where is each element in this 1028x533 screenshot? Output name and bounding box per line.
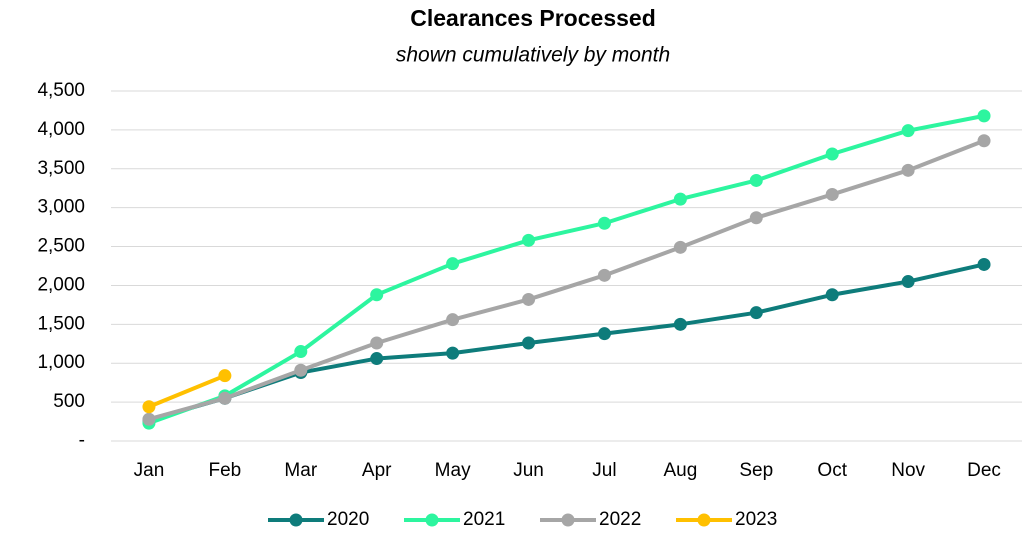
data-point: [370, 352, 384, 366]
y-tick-label: 2,000: [37, 274, 85, 295]
y-tick-label: 500: [53, 391, 85, 412]
x-tick-label: Dec: [967, 460, 1001, 481]
data-point: [446, 313, 460, 327]
data-point: [522, 336, 536, 350]
data-point: [597, 327, 611, 341]
data-point: [749, 306, 763, 320]
data-point: [522, 233, 536, 247]
chart-title: Clearances Processed: [410, 5, 656, 31]
legend-marker: [289, 513, 303, 527]
data-point: [294, 363, 308, 377]
data-point: [749, 173, 763, 187]
legend-marker: [561, 513, 575, 527]
x-tick-label: Nov: [891, 460, 925, 481]
data-point: [825, 187, 839, 201]
x-tick-label: Oct: [817, 460, 847, 481]
x-tick-label: Sep: [739, 460, 773, 481]
x-tick-label: Aug: [663, 460, 697, 481]
legend-marker: [697, 513, 711, 527]
data-point: [142, 400, 156, 414]
x-tick-label: Jun: [513, 460, 544, 481]
legend-label: 2020: [327, 509, 369, 530]
legend-label: 2021: [463, 509, 505, 530]
data-point: [673, 192, 687, 206]
data-point: [522, 292, 536, 306]
series-line: [148, 373, 226, 409]
x-tick-label: Jul: [592, 460, 616, 481]
data-point: [597, 216, 611, 230]
x-tick-label: May: [435, 460, 471, 481]
data-point: [673, 317, 687, 331]
data-point: [825, 288, 839, 302]
series-line: [148, 138, 985, 422]
data-point: [901, 124, 915, 138]
y-tick-label: 3,000: [37, 197, 85, 218]
data-point: [673, 240, 687, 254]
data-point: [977, 134, 991, 148]
data-point: [142, 412, 156, 426]
data-point: [370, 336, 384, 350]
y-tick-label: 2,500: [37, 236, 85, 257]
legend-label: 2022: [599, 509, 641, 530]
data-point: [218, 391, 232, 405]
data-point: [370, 288, 384, 302]
data-point: [294, 345, 308, 359]
data-point: [446, 346, 460, 360]
x-tick-label: Apr: [362, 460, 392, 481]
y-tick-label: 1,500: [37, 313, 85, 334]
data-point: [597, 268, 611, 282]
y-tick-label: 1,000: [37, 352, 85, 373]
y-tick-label: 4,500: [37, 80, 85, 101]
data-point: [901, 163, 915, 177]
y-tick-label: 4,000: [37, 119, 85, 140]
y-tick-label: 3,500: [37, 158, 85, 179]
legend-marker: [425, 513, 439, 527]
data-point: [446, 257, 460, 271]
data-point: [977, 257, 991, 271]
x-tick-label: Mar: [284, 460, 317, 481]
data-point: [977, 109, 991, 123]
chart-subtitle: shown cumulatively by month: [396, 44, 670, 67]
y-tick-label: -: [79, 430, 85, 451]
legend-label: 2023: [735, 509, 777, 530]
data-point: [218, 369, 232, 383]
x-tick-label: Jan: [134, 460, 165, 481]
x-tick-label: Feb: [209, 460, 242, 481]
series-line: [148, 113, 985, 425]
data-point: [825, 147, 839, 161]
data-point: [749, 211, 763, 225]
data-point: [901, 275, 915, 289]
